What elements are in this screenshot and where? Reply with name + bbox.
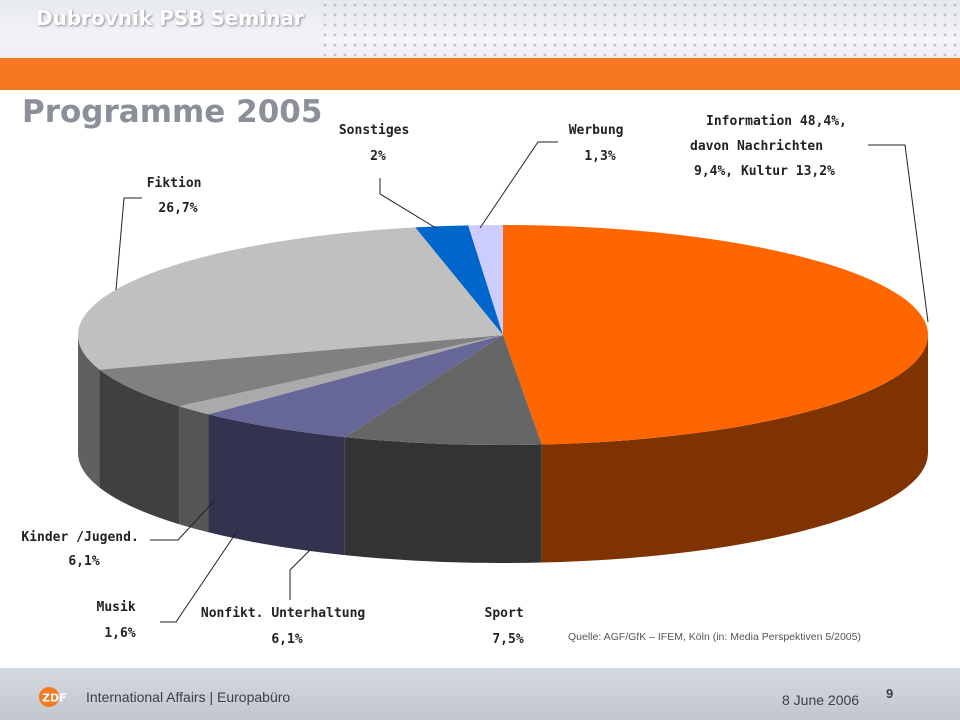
pie-slice-werbung (468, 225, 503, 335)
pie-side-information (541, 335, 928, 563)
pie-slice-fiktion (78, 227, 503, 370)
footer-date: 8 June 2006 (782, 692, 860, 708)
source-note: Quelle: AGF/GfK – IFEM, Köln (in: Media … (568, 631, 861, 643)
seminar-title: Dubrovnik PSB Seminar (36, 6, 304, 30)
page-number: 9 (886, 686, 894, 701)
leader-line-sonstiges (379, 178, 437, 229)
label-kinder-jugend: Kinder /Jugend. 6,1% (21, 530, 146, 569)
pie-side-musik (179, 406, 209, 533)
leader-lines (115, 141, 929, 623)
label-werbung: Werbung 1,3% (569, 123, 632, 164)
label-sonstiges: Sonstiges 2% (339, 123, 417, 164)
orange-accent-bar (0, 58, 960, 90)
leader-line-nonfikt-unterhaltung (289, 549, 311, 600)
pie-slice-sport (344, 335, 542, 445)
label-musik: Musik 1,6% (97, 600, 144, 641)
pie-slice-nonfikt-unterhaltung (208, 335, 503, 438)
leader-line-musik (160, 529, 239, 623)
pie-side-sport (344, 437, 542, 563)
zdf-logo: ZDF (39, 687, 67, 707)
pie-slice-sonstiges (415, 225, 503, 335)
pie-side-nonfikt-unterhaltung (208, 414, 345, 556)
leader-line-information (868, 144, 929, 323)
slide-title: Programme 2005 (22, 94, 323, 130)
leader-line-werbung (479, 141, 558, 229)
pie-slice-musik (179, 335, 503, 415)
footer-organization: International Affairs | Europabüro (86, 689, 291, 705)
label-fiktion: Fiktion 26,7% (147, 176, 210, 216)
header-dot-pattern (320, 0, 960, 58)
header-band: Dubrovnik PSB Seminar (0, 0, 960, 58)
pie-side-fiktion (78, 335, 100, 488)
pie-top (78, 225, 928, 445)
leader-line-fiktion (115, 197, 142, 291)
pie-sides (78, 335, 928, 563)
pie-slice-information (503, 225, 928, 445)
svg-text:ZDF: ZDF (42, 692, 67, 705)
leader-line-kinder-jugend (150, 499, 216, 541)
footer-band (0, 668, 960, 720)
label-information: Information 48,4%, davon Nachrichten 9,4… (690, 114, 855, 179)
pie-slice-kinder-jugend (99, 335, 504, 407)
pie-side-kinder-jugend (99, 369, 180, 525)
label-nonfikt-unterhaltung: Nonfikt. Unterhaltung 6,1% (201, 606, 373, 647)
label-sport: Sport 7,5% (485, 606, 532, 647)
